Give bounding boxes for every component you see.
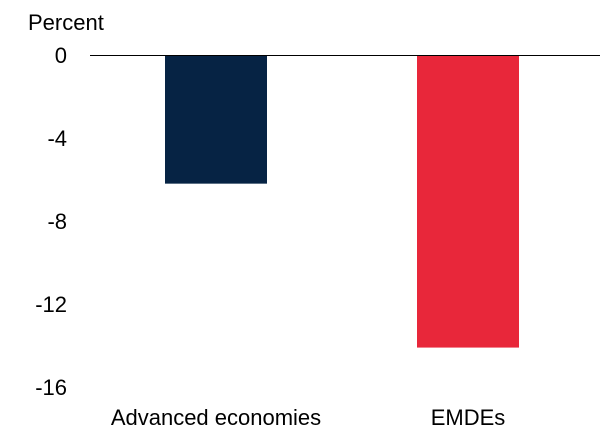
y-tick-label: -16 [35,375,67,400]
y-axis-unit-label: Percent [28,10,104,35]
x-category-label: Advanced economies [111,405,321,430]
x-axis-categories: Advanced economies EMDEs [111,405,505,430]
bar-advanced-economies [165,55,267,184]
x-category-label: EMDEs [431,405,506,430]
y-tick-label: 0 [55,43,67,68]
y-tick-label: -4 [47,126,67,151]
y-tick-label: -12 [35,292,67,317]
y-tick-label: -8 [47,209,67,234]
y-axis-ticks: 0 -4 -8 -12 -16 [35,43,67,400]
bar-emdes [417,55,519,348]
bars [165,55,519,348]
